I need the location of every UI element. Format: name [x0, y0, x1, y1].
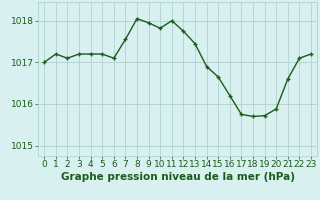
- X-axis label: Graphe pression niveau de la mer (hPa): Graphe pression niveau de la mer (hPa): [60, 172, 295, 182]
